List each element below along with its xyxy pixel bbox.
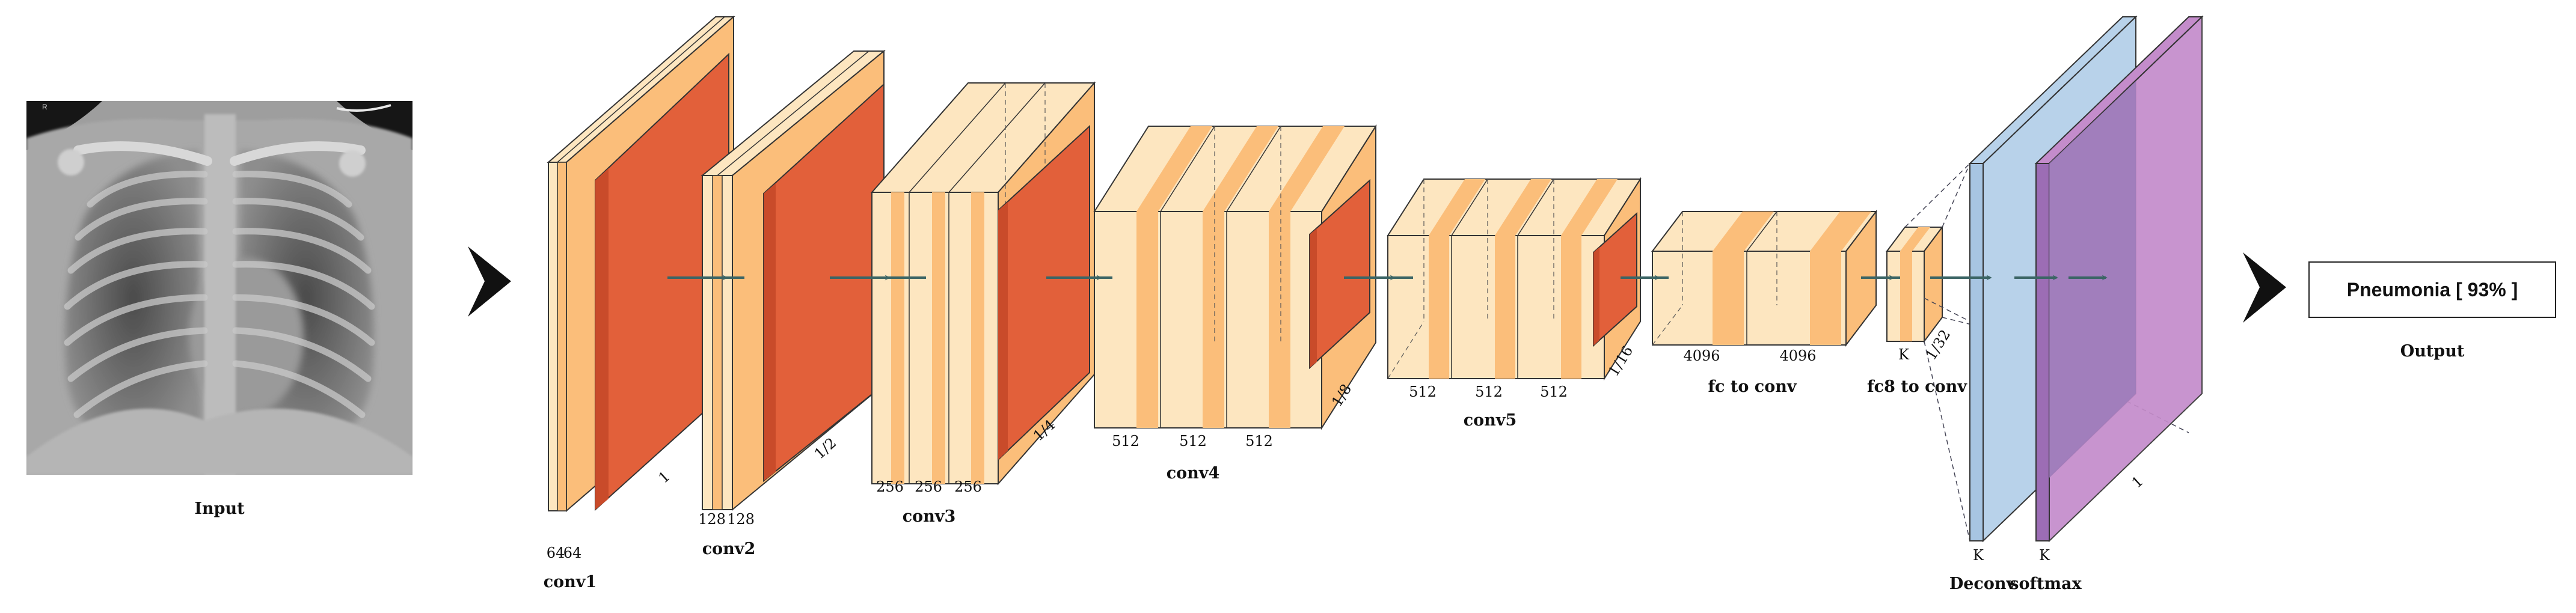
softmax-width: K xyxy=(2039,547,2050,564)
conv3-block xyxy=(870,81,1096,486)
conv3-label: conv3 xyxy=(903,507,956,526)
conv5-block xyxy=(1387,177,1642,381)
xray-orientation-marker: R xyxy=(42,103,48,111)
conv4-label: conv4 xyxy=(1167,464,1220,483)
fc8-to-conv-width: K xyxy=(1898,346,1910,363)
conv2-width-1: 128 xyxy=(698,511,726,528)
fc8-to-conv-block xyxy=(1886,225,1943,343)
fc8-to-conv-label: fc8 to conv xyxy=(1867,377,1967,396)
flow-chevron-icon xyxy=(468,246,511,317)
conv2-width-2: 128 xyxy=(727,511,755,528)
conv5-width-1: 512 xyxy=(1409,383,1437,400)
fc-to-conv-width-1: 4096 xyxy=(1683,347,1720,364)
conv2-label: conv2 xyxy=(702,540,756,558)
conv3-width-1: 256 xyxy=(876,478,904,495)
conv4-width-1: 512 xyxy=(1112,433,1139,450)
conv1-width-1: 64 xyxy=(547,544,565,561)
conv5-width-3: 512 xyxy=(1540,383,1568,400)
softmax-scale: 1 xyxy=(2129,473,2147,492)
deconv-width: K xyxy=(1973,547,1984,564)
conv4-width-3: 512 xyxy=(1245,433,1273,450)
fc-to-conv-label: fc to conv xyxy=(1708,377,1797,396)
conv5-width-2: 512 xyxy=(1475,383,1503,400)
output-prediction-box: Pneumonia [ 93% ] xyxy=(2308,261,2556,318)
softmax-label: softmax xyxy=(2010,575,2082,593)
conv2-block xyxy=(701,49,886,511)
output-label: Output xyxy=(2400,342,2465,361)
fc-to-conv-width-2: 4096 xyxy=(1779,347,1816,364)
conv4-width-2: 512 xyxy=(1179,433,1207,450)
softmax-block xyxy=(2034,15,2204,543)
output-chevron-icon xyxy=(2243,252,2286,323)
conv5-label: conv5 xyxy=(1464,411,1517,430)
deconv-label: Deconv xyxy=(1949,575,2017,593)
conv4-block xyxy=(1093,124,1377,430)
conv1-scale: 1 xyxy=(655,468,673,487)
fc-to-conv-block xyxy=(1651,210,1878,347)
conv1-width-2: 64 xyxy=(563,544,582,561)
conv1-label: conv1 xyxy=(544,573,597,591)
output-prediction-text: Pneumonia [ 93% ] xyxy=(2347,279,2518,300)
conv3-width-3: 256 xyxy=(954,478,982,495)
input-label: Input xyxy=(194,499,245,518)
input-xray-image: R xyxy=(26,101,412,475)
conv3-width-2: 256 xyxy=(915,478,942,495)
